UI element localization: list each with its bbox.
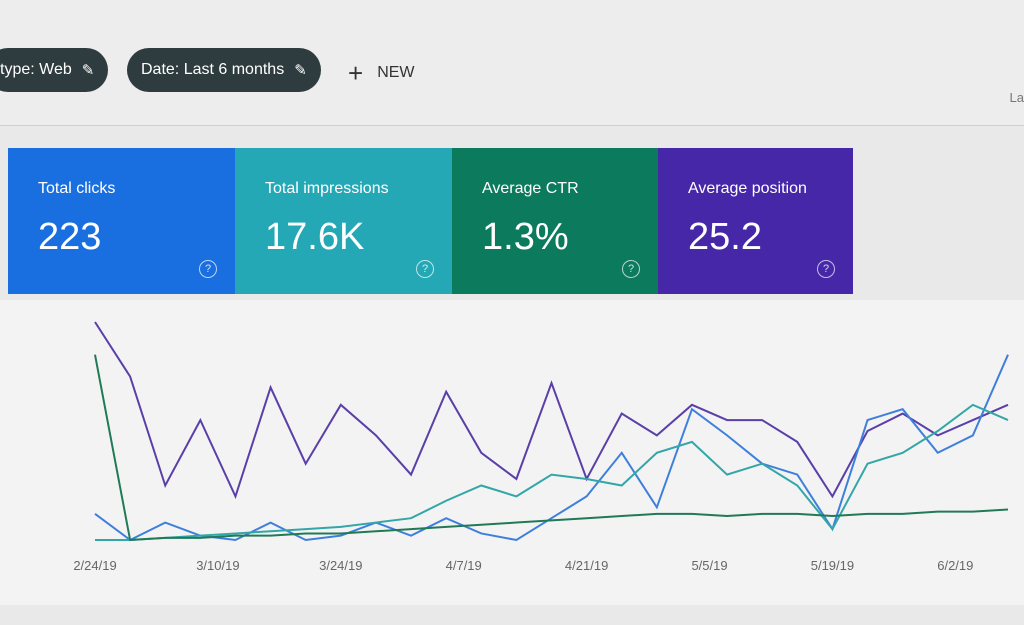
- x-tick-label: 5/19/19: [811, 558, 854, 573]
- card-label: Average CTR: [482, 180, 579, 197]
- x-tick-label: 4/21/19: [565, 558, 608, 573]
- card-total-impressions[interactable]: Total impressions 17.6K ?: [235, 148, 452, 294]
- series-line-3: [94, 354, 1009, 542]
- card-average-ctr[interactable]: Average CTR 1.3% ?: [452, 148, 658, 294]
- x-tick-label: 4/7/19: [446, 558, 482, 573]
- pencil-icon[interactable]: ✎: [294, 62, 307, 79]
- help-icon[interactable]: ?: [622, 260, 640, 278]
- new-label: NEW: [377, 64, 415, 81]
- performance-chart: 2/24/19 3/10/19 3/24/19 4/7/19 4/21/19 5/5/19…: [0, 300, 1024, 605]
- metric-cards: Total clicks 223 ? Total impressions 17.…: [8, 148, 853, 294]
- truncated-label: La: [1009, 90, 1024, 105]
- x-tick-label: 5/5/19: [691, 558, 727, 573]
- series-line-1: [94, 354, 1009, 542]
- card-label: Total impressions: [265, 180, 389, 197]
- card-value: 25.2: [688, 216, 762, 258]
- series-line-2: [95, 403, 1009, 541]
- x-tick-label: 3/24/19: [319, 558, 362, 573]
- help-icon[interactable]: ?: [199, 260, 217, 278]
- filter-chip-date[interactable]: Date: Last 6 months ✎: [127, 48, 321, 92]
- card-label: Average position: [688, 180, 807, 197]
- x-tick-label: 6/2/19: [937, 558, 973, 573]
- chip-label: type: Web: [0, 61, 72, 78]
- filter-bar: type: Web ✎ Date: Last 6 months ✎ + NEW …: [0, 0, 1024, 126]
- x-tick-label: 2/24/19: [73, 558, 116, 573]
- help-icon[interactable]: ?: [817, 260, 835, 278]
- card-value: 1.3%: [482, 216, 569, 258]
- chip-label: Date: Last 6 months: [141, 61, 285, 78]
- line-chart-svg: 2/24/19 3/10/19 3/24/19 4/7/19 4/21/19 5/5/19…: [73, 321, 1009, 573]
- card-value: 223: [38, 216, 102, 258]
- filter-chip-type[interactable]: type: Web ✎: [0, 48, 109, 92]
- new-filter-button[interactable]: + NEW: [348, 58, 415, 88]
- card-label: Total clicks: [38, 180, 116, 197]
- plus-icon: +: [348, 58, 364, 88]
- x-tick-label: 3/10/19: [196, 558, 239, 573]
- card-total-clicks[interactable]: Total clicks 223 ?: [8, 148, 235, 294]
- help-icon[interactable]: ?: [416, 260, 434, 278]
- card-value: 17.6K: [265, 216, 365, 258]
- pencil-icon[interactable]: ✎: [81, 62, 95, 79]
- series-line-0: [94, 321, 1009, 500]
- card-average-position[interactable]: Average position 25.2 ?: [658, 148, 853, 294]
